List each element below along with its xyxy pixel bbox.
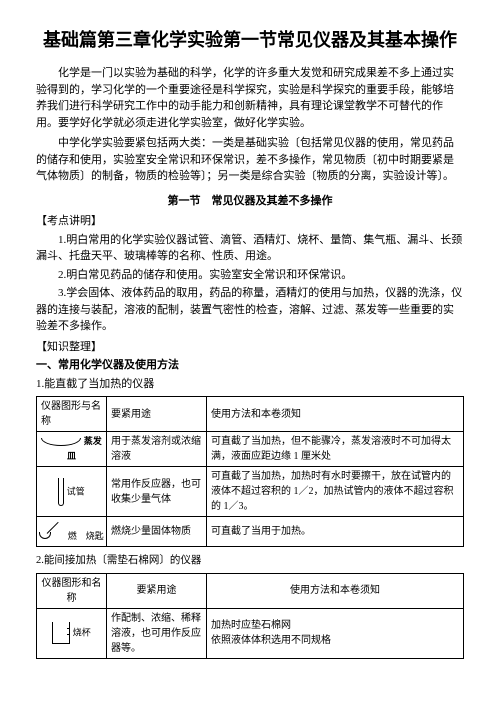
section-1-title: 第一节 常见仪器及其差不多操作 — [36, 193, 464, 210]
table1-row2-use: 常用作反应器，也可收集少量气体 — [107, 467, 207, 517]
table1-header-2: 要紧用途 — [107, 397, 207, 432]
table1-row1-use: 用于蒸发溶剂或浓缩溶液 — [107, 432, 207, 467]
table1-row3-icon-cell: 燃 烧匙 — [37, 517, 107, 547]
table1-row2-name: 试管 — [67, 486, 85, 496]
heading-zhishi: 【知识整理】 — [36, 339, 464, 356]
table1-header-1: 仪器图形与名称 — [37, 397, 107, 432]
table2-header-2: 要紧用途 — [107, 573, 207, 608]
evaporating-dish-icon — [41, 438, 81, 446]
table1-row2-note: 可直截了当加热，加热时有水时要擦干，放在试管内的液体不超过容积的 1／2，加热试… — [207, 467, 464, 517]
list-item-1: 1.明白常用的化学实验仪器试管、滴管、酒精灯、烧杯、量筒、集气瓶、漏斗、长颈漏斗… — [36, 232, 464, 265]
list-item-2: 2.明白常见药品的储存和使用。实验室安全常识和环保常识。 — [36, 267, 464, 284]
table1-row1-icon-cell: 蒸发皿 — [37, 432, 107, 467]
table2-row1-note: 加热时应垫石棉网 依照液体体积选用不同规格 — [207, 608, 464, 658]
table1-row1-note: 可直截了当加热，但不能骤冷，蒸发溶液时不可加得太满，液面应距边缘 1 厘米处 — [207, 432, 464, 467]
table2-row1-name: 烧杯 — [73, 628, 91, 638]
combustion-spoon-icon — [39, 519, 65, 539]
beaker-icon — [52, 622, 70, 644]
table1-row2-icon-cell: 试管 — [37, 467, 107, 517]
heading-common-instruments: 一、常用化学仪器及使用方法 — [36, 357, 464, 374]
test-tube-icon — [58, 478, 64, 506]
list-item-3: 3.学会固体、液体药品的取用，药品的称量，酒精灯的使用与加热，仪器的洗涤，仪器的… — [36, 285, 464, 335]
table2-header-3: 使用方法和本卷须知 — [207, 573, 464, 608]
heading-kaodian: 【考点讲明】 — [36, 213, 464, 230]
table1-row3-use: 燃烧少量固体物质 — [107, 517, 207, 547]
intro-paragraph-1: 化学是一门以实验为基础的科学，化学的许多重大发觉和研究成果差不多上通过实验得到的… — [36, 65, 464, 131]
table1-row3-name: 燃 烧匙 — [68, 531, 104, 541]
table1-header-3: 使用方法和本卷须知 — [207, 397, 464, 432]
page-title: 基础篇第三章化学实验第一节常见仪器及其基本操作 — [36, 28, 464, 53]
table2-row1-icon-cell: 烧杯 — [37, 608, 107, 658]
table1-row3-note: 可直截了当用于加热。 — [207, 517, 464, 547]
table-indirect-heat: 仪器图形和名称 要紧用途 使用方法和本卷须知 烧杯 作配制、浓缩、稀释溶液，也可… — [36, 573, 464, 659]
table-direct-heat: 仪器图形与名称 要紧用途 使用方法和本卷须知 蒸发皿 用于蒸发溶剂或浓缩溶液 可… — [36, 396, 464, 547]
table2-row1-use: 作配制、浓缩、稀释溶液，也可用作反应器等。 — [107, 608, 207, 658]
heading-direct-heat: 1.能直截了当加热的仪器 — [36, 376, 464, 393]
intro-paragraph-2: 中学化学实验要紧包括两大类：一类是基础实验〔包括常见仪器的使用，常见药品的储存和… — [36, 135, 464, 185]
table2-header-1: 仪器图形和名称 — [37, 573, 107, 608]
table2-caption: 2.能间接加热〔需垫石棉网〕的仪器 — [36, 553, 464, 569]
